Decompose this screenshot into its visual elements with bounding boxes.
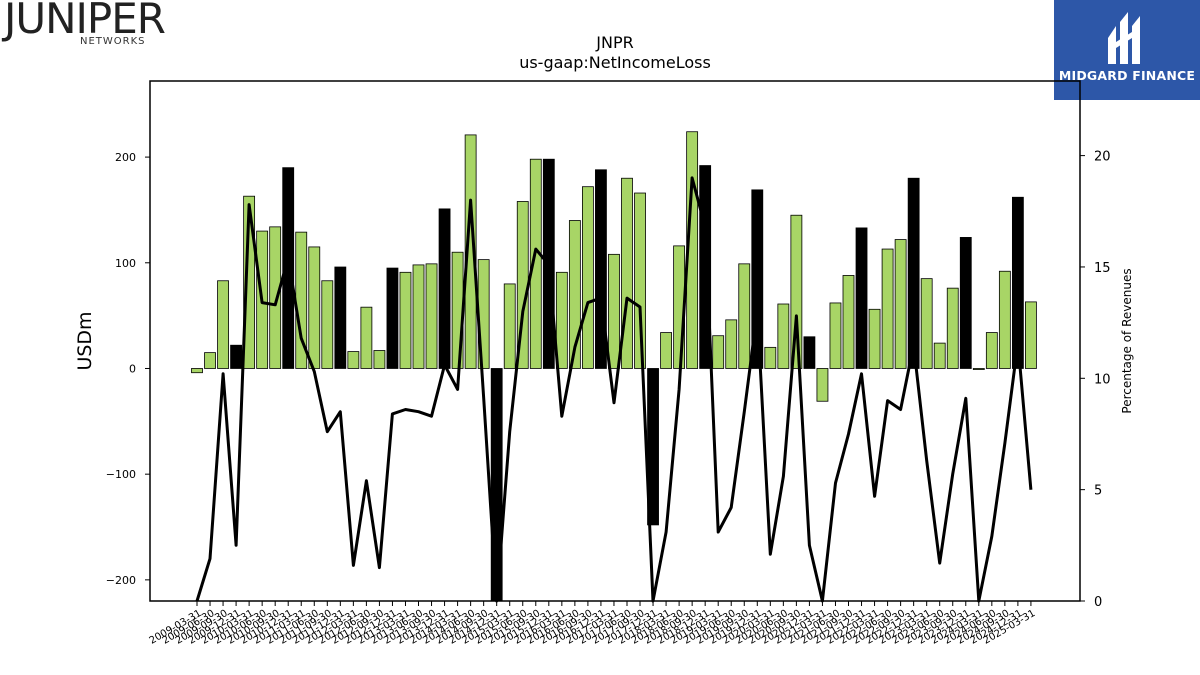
bar xyxy=(399,271,412,369)
bar xyxy=(855,227,868,369)
bar xyxy=(568,220,581,369)
bar xyxy=(282,167,295,369)
bar xyxy=(907,177,920,369)
bar xyxy=(660,332,672,369)
bar xyxy=(269,226,282,369)
bar xyxy=(464,134,477,369)
bar xyxy=(321,280,334,369)
bar xyxy=(1025,301,1037,369)
bar xyxy=(816,368,829,402)
bar xyxy=(243,195,256,369)
y-tick-label: 200 xyxy=(115,151,136,164)
bar xyxy=(373,350,386,369)
bar xyxy=(555,271,568,369)
bar xyxy=(712,335,725,369)
bar xyxy=(738,263,751,369)
bar xyxy=(634,192,646,369)
bar xyxy=(1011,196,1024,369)
midgard-mark-icon xyxy=(1108,12,1140,64)
bar xyxy=(608,253,620,369)
chart-title: JNPR xyxy=(595,33,633,52)
bar xyxy=(334,266,347,369)
bar xyxy=(764,346,777,369)
y2-tick-label: 20 xyxy=(1094,150,1111,165)
bar xyxy=(790,214,803,369)
bar xyxy=(425,263,438,369)
bar xyxy=(946,287,959,369)
bar xyxy=(308,246,321,369)
y2-tick-label: 10 xyxy=(1094,372,1111,387)
bar xyxy=(582,186,594,369)
bar xyxy=(985,332,998,369)
bar xyxy=(842,275,855,369)
bar xyxy=(829,302,842,369)
bar xyxy=(230,344,242,369)
midgard-finance-logo: MIDGARD FINANCE xyxy=(1054,0,1200,100)
bar xyxy=(347,351,360,369)
bar xyxy=(595,169,607,369)
logo-subtitle: NETWORKS xyxy=(80,36,146,47)
bar xyxy=(751,189,764,369)
y-tick-label: 0 xyxy=(129,362,136,375)
bar xyxy=(529,158,542,369)
y2-tick-label: 15 xyxy=(1094,261,1111,276)
bar xyxy=(777,303,790,369)
bar xyxy=(412,264,425,369)
bar xyxy=(621,177,633,369)
y2-tick-label: 0 xyxy=(1094,595,1102,610)
y-tick-label: 100 xyxy=(115,257,136,270)
bar xyxy=(972,368,985,370)
logo-wordmark: JUNIPER xyxy=(4,0,166,43)
bar xyxy=(503,283,516,369)
bar xyxy=(959,237,972,369)
bar xyxy=(881,248,894,369)
y-axis-label: USDm xyxy=(74,311,96,370)
bar xyxy=(725,319,738,369)
logo-brand-text: MIDGARD FINANCE xyxy=(1058,68,1196,83)
percent-line-series xyxy=(195,176,1033,603)
bar xyxy=(217,280,229,369)
y-tick-label: −200 xyxy=(106,574,136,587)
bar xyxy=(204,352,216,369)
bar xyxy=(360,306,373,369)
bar-series xyxy=(191,131,1037,602)
bar xyxy=(803,336,816,369)
bar xyxy=(920,278,933,369)
y2-tick-label: 5 xyxy=(1094,484,1102,499)
y2-axis-label: Percentage of Revenues xyxy=(1120,268,1134,413)
plot-frame xyxy=(149,80,1081,602)
bar xyxy=(438,208,451,369)
bar xyxy=(933,342,946,369)
percent-of-revenue-line xyxy=(195,176,1033,603)
bar xyxy=(894,239,907,369)
bar xyxy=(699,165,712,369)
chart-subtitle: us-gaap:NetIncomeLoss xyxy=(519,53,711,72)
bar xyxy=(998,270,1011,369)
y-tick-label: −100 xyxy=(106,468,136,481)
bar xyxy=(868,308,881,369)
bar xyxy=(386,267,399,369)
bar xyxy=(191,368,203,374)
juniper-networks-logo: JUNIPER NETWORKS xyxy=(4,0,166,50)
